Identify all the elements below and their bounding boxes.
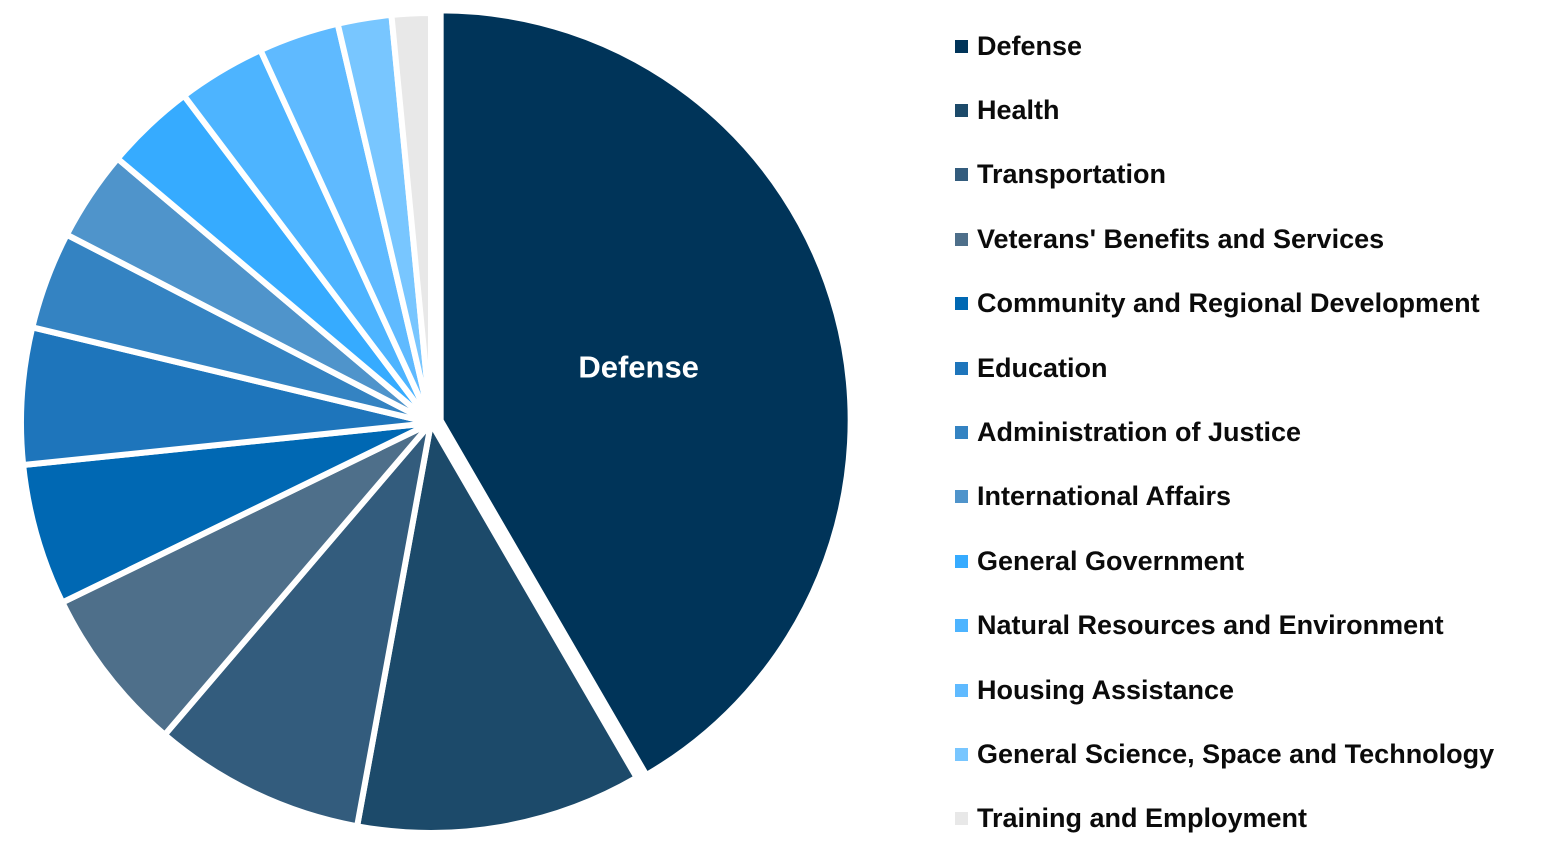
legend-label: Community and Regional Development xyxy=(977,288,1480,319)
legend-item-training-and-employment: Training and Employment xyxy=(955,787,1494,851)
legend-item-defense: Defense xyxy=(955,14,1494,78)
legend-swatch xyxy=(955,812,968,826)
legend-label: General Science, Space and Technology xyxy=(977,738,1495,769)
legend-swatch xyxy=(955,39,968,53)
legend-label: Education xyxy=(977,352,1108,383)
pie-slice-health xyxy=(354,420,640,836)
pie-slice-training-and-employment xyxy=(388,10,434,426)
legend-label: International Affairs xyxy=(977,481,1232,512)
legend-label: General Government xyxy=(977,545,1245,576)
legend-swatch xyxy=(955,490,968,504)
pie-slice-transportation xyxy=(161,420,434,830)
legend-label: Natural Resources and Environment xyxy=(977,610,1444,641)
legend-swatch xyxy=(955,168,968,182)
legend-label: Training and Employment xyxy=(977,803,1308,834)
legend-item-general-science-space-and-technology: General Science, Space and Technology xyxy=(955,722,1494,786)
legend-label: Housing Assistance xyxy=(977,674,1235,705)
legend-swatch xyxy=(955,683,968,697)
legend-item-administration-of-justice: Administration of Justice xyxy=(955,400,1494,464)
legend-swatch xyxy=(955,619,968,633)
legend-item-international-affairs: International Affairs xyxy=(955,465,1494,529)
legend-swatch xyxy=(955,426,968,440)
legend-item-transportation: Transportation xyxy=(955,143,1494,207)
legend-swatch xyxy=(955,104,968,118)
legend-item-education: Education xyxy=(955,336,1494,400)
pie-slice-labels: Defense xyxy=(578,350,699,385)
legend-item-housing-assistance: Housing Assistance xyxy=(955,658,1494,722)
legend-swatch xyxy=(955,747,968,761)
chart-legend: Defense Health Transportation Veterans' Ben… xyxy=(955,14,1494,851)
legend-swatch xyxy=(955,232,968,246)
legend-label: Defense xyxy=(977,30,1083,61)
legend-label: Veterans' Benefits and Services xyxy=(977,223,1385,254)
legend-label: Health xyxy=(977,95,1060,126)
legend-swatch xyxy=(955,361,968,375)
legend-item-natural-resources-and-environment: Natural Resources and Environment xyxy=(955,594,1494,658)
pie-slice-defense xyxy=(437,7,854,779)
legend-label: Administration of Justice xyxy=(977,417,1302,448)
pie-slice-veterans-benefits-and-services xyxy=(59,420,434,738)
legend-item-veterans-benefits-and-services: Veterans' Benefits and Services xyxy=(955,207,1494,271)
legend-label: Transportation xyxy=(977,159,1167,190)
legend-item-community-and-regional-development: Community and Regional Development xyxy=(955,272,1494,336)
pie-chart: Defense xyxy=(18,7,854,836)
slice-label-defense: Defense xyxy=(578,350,699,385)
legend-swatch xyxy=(955,554,968,568)
legend-item-general-government: General Government xyxy=(955,529,1494,593)
legend-item-health: Health xyxy=(955,78,1494,142)
legend-swatch xyxy=(955,297,968,311)
pie-slices xyxy=(18,7,854,836)
